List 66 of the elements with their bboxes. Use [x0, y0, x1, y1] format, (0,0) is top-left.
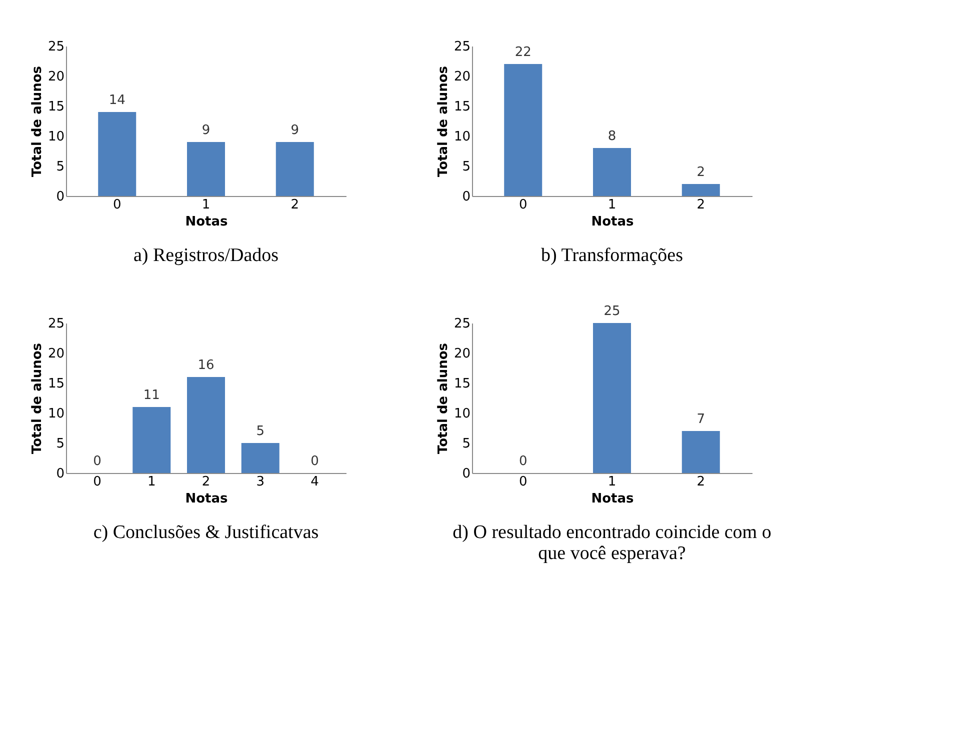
y-tick-label: 5: [462, 436, 470, 452]
x-axis-title: Notas: [591, 492, 634, 506]
y-tick-label: 15: [454, 376, 470, 392]
bar: [241, 443, 280, 473]
data-label: 0: [518, 454, 528, 469]
y-tick-label: 25: [454, 40, 470, 54]
data-label: 22: [514, 45, 532, 60]
text: a) Registros/Dados: [133, 245, 279, 266]
data-label: 8: [608, 129, 616, 144]
x-tick-label: 2: [290, 198, 300, 212]
y-tick-label: 15: [48, 376, 64, 392]
x-tick-label: 0: [518, 474, 528, 490]
data-label: 25: [604, 304, 620, 319]
y-tick-label: 25: [48, 316, 64, 332]
x-tick-label: 4: [310, 474, 319, 490]
text: b) Transformações: [541, 245, 683, 266]
data-label: 14: [108, 93, 126, 108]
y-axis-title: Total de alunos: [30, 342, 45, 454]
data-label: 0: [93, 454, 102, 469]
y-tick-label: 10: [454, 406, 470, 422]
y-tick-label: 20: [454, 70, 470, 84]
data-label: 16: [198, 358, 214, 373]
x-tick-label: 1: [147, 474, 156, 490]
x-tick-label: 2: [696, 198, 706, 212]
x-tick-label: 1: [202, 198, 210, 212]
data-label: 0: [310, 454, 319, 469]
bar: [593, 148, 631, 196]
y-tick-label: 25: [48, 40, 64, 54]
x-tick-label: 0: [112, 198, 122, 212]
x-axis-title: Notas: [185, 214, 228, 230]
text: d) O resultado encontrado coincide com o que você esperava?: [452, 522, 772, 564]
data-label: 9: [290, 123, 300, 138]
x-tick-label: 2: [202, 474, 210, 490]
x-tick-label: 3: [256, 474, 265, 490]
y-tick-label: 25: [454, 316, 470, 332]
x-tick-label: 0: [93, 474, 102, 490]
y-tick-label: 20: [454, 346, 470, 362]
y-tick-label: 5: [56, 436, 64, 452]
y-tick-label: 20: [48, 70, 64, 84]
data-label: 2: [696, 165, 706, 180]
y-tick-label: 5: [462, 160, 470, 174]
x-axis-title: Notas: [591, 214, 634, 230]
bar: [682, 184, 720, 196]
x-axis-title: Notas: [185, 492, 228, 506]
y-tick-label: 10: [48, 406, 64, 422]
y-tick-label: 15: [454, 100, 470, 114]
y-axis-title: Total de alunos: [436, 66, 451, 178]
y-tick-label: 10: [48, 130, 64, 144]
x-tick-label: 2: [696, 474, 706, 490]
x-tick-label: 1: [608, 198, 616, 212]
y-axis-title: Total de alunos: [436, 342, 451, 454]
bar: [132, 407, 171, 473]
x-tick-label: 1: [608, 474, 616, 490]
y-tick-label: 10: [454, 130, 470, 144]
data-label: 9: [202, 123, 210, 138]
text: c) Conclusões & Justificatvas: [93, 522, 319, 543]
data-label: 7: [696, 412, 706, 427]
x-tick-label: 0: [518, 198, 528, 212]
y-tick-label: 5: [56, 160, 64, 174]
y-tick-label: 20: [48, 346, 64, 362]
y-axis-title: Total de alunos: [30, 66, 45, 178]
y-tick-label: 15: [48, 100, 64, 114]
data-label: 5: [256, 424, 265, 439]
bar: [504, 64, 542, 196]
bar: [187, 377, 225, 473]
data-label: 11: [143, 388, 160, 403]
